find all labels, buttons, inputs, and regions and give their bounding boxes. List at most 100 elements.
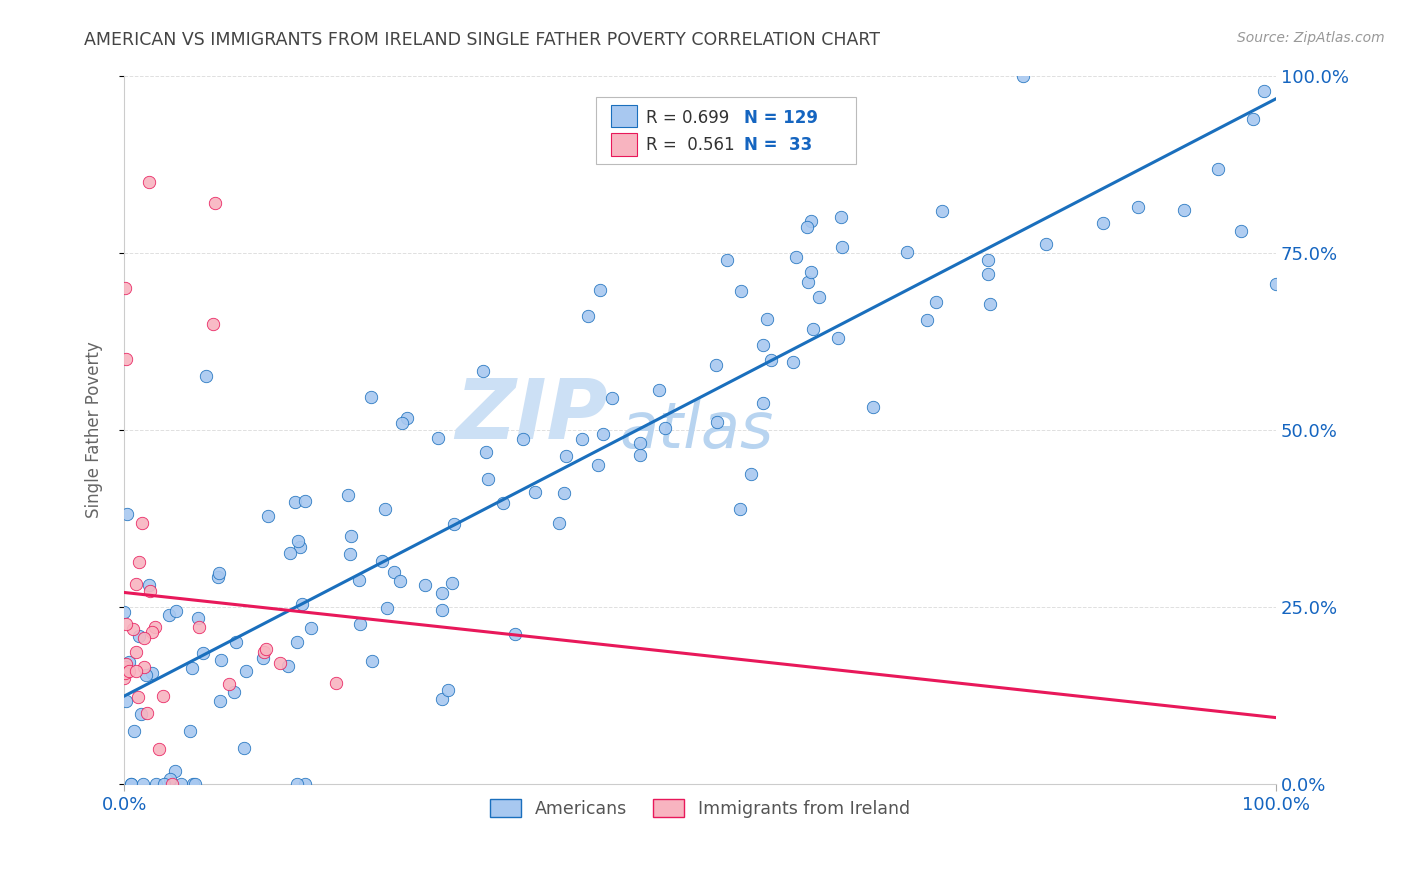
Point bbox=[592, 427, 614, 442]
Point bbox=[209, 653, 232, 667]
Point bbox=[512, 432, 534, 446]
Point bbox=[752, 337, 775, 351]
Point bbox=[115, 507, 138, 521]
Point bbox=[201, 317, 224, 331]
Point bbox=[382, 566, 405, 580]
Point bbox=[430, 691, 453, 706]
Point bbox=[1265, 277, 1288, 291]
Point bbox=[132, 659, 155, 673]
Point bbox=[1011, 69, 1033, 83]
Point bbox=[157, 607, 180, 622]
Point bbox=[208, 566, 231, 580]
Point bbox=[1241, 112, 1264, 126]
Text: atlas: atlas bbox=[620, 399, 773, 461]
Point bbox=[800, 265, 823, 279]
Point bbox=[979, 297, 1001, 311]
Point bbox=[830, 210, 852, 224]
Point bbox=[169, 777, 191, 791]
Point bbox=[395, 410, 418, 425]
Point bbox=[131, 516, 153, 530]
Point bbox=[115, 657, 138, 671]
Point bbox=[375, 600, 398, 615]
Text: N =  33: N = 33 bbox=[744, 136, 813, 154]
Point bbox=[807, 290, 830, 304]
Point bbox=[269, 656, 291, 670]
Point bbox=[138, 175, 160, 189]
Point bbox=[187, 611, 209, 625]
Point bbox=[475, 444, 498, 458]
Point bbox=[294, 777, 316, 791]
Point bbox=[339, 547, 361, 561]
Text: R = 0.699: R = 0.699 bbox=[645, 110, 730, 128]
Point bbox=[340, 529, 363, 543]
Point bbox=[1230, 224, 1253, 238]
Point bbox=[181, 777, 204, 791]
Point bbox=[124, 664, 146, 678]
Text: R =  0.561: R = 0.561 bbox=[645, 136, 734, 154]
Point bbox=[628, 436, 651, 450]
Legend: Americans, Immigrants from Ireland: Americans, Immigrants from Ireland bbox=[482, 792, 917, 825]
Point bbox=[896, 245, 918, 260]
Point bbox=[925, 295, 948, 310]
Text: N = 129: N = 129 bbox=[744, 110, 818, 128]
Point bbox=[253, 644, 276, 658]
Point bbox=[235, 665, 257, 679]
Point bbox=[118, 664, 141, 678]
Point bbox=[782, 355, 804, 369]
Point bbox=[128, 555, 150, 569]
Point bbox=[391, 416, 413, 430]
Point bbox=[492, 496, 515, 510]
Point bbox=[716, 252, 738, 267]
Point bbox=[299, 621, 322, 635]
Point bbox=[389, 574, 412, 588]
Point bbox=[138, 578, 160, 592]
Point bbox=[347, 574, 370, 588]
Point bbox=[124, 645, 146, 659]
Point bbox=[548, 516, 571, 531]
Point bbox=[370, 554, 392, 568]
FancyBboxPatch shape bbox=[596, 96, 855, 164]
Point bbox=[143, 620, 166, 634]
Point bbox=[831, 240, 853, 254]
Point bbox=[195, 369, 218, 384]
Point bbox=[600, 391, 623, 405]
Point bbox=[291, 597, 314, 611]
Point bbox=[132, 777, 155, 791]
Point bbox=[181, 660, 204, 674]
Point bbox=[730, 284, 752, 298]
Point bbox=[112, 672, 135, 686]
Point bbox=[139, 584, 162, 599]
Point bbox=[204, 196, 226, 211]
Point bbox=[114, 281, 136, 295]
Point bbox=[128, 629, 150, 643]
Point bbox=[977, 253, 1000, 268]
Point bbox=[115, 693, 138, 707]
Point bbox=[127, 690, 149, 705]
Point bbox=[977, 267, 1000, 281]
Point bbox=[800, 214, 823, 228]
Point bbox=[152, 690, 174, 704]
Point bbox=[647, 383, 669, 397]
Point bbox=[796, 219, 818, 234]
Point bbox=[136, 706, 159, 721]
Point bbox=[1173, 202, 1195, 217]
Point bbox=[124, 577, 146, 591]
Bar bbox=[612, 133, 637, 156]
Text: Source: ZipAtlas.com: Source: ZipAtlas.com bbox=[1237, 31, 1385, 45]
Point bbox=[361, 654, 384, 668]
Point bbox=[740, 467, 762, 481]
Point bbox=[654, 421, 676, 435]
Point bbox=[471, 364, 494, 378]
Point bbox=[132, 631, 155, 645]
Point bbox=[278, 546, 301, 560]
Point bbox=[135, 668, 157, 682]
Point bbox=[413, 578, 436, 592]
Point bbox=[554, 450, 576, 464]
Point bbox=[704, 359, 727, 373]
Point bbox=[1208, 162, 1230, 177]
Point bbox=[294, 493, 316, 508]
Point bbox=[628, 448, 651, 462]
Point bbox=[129, 706, 152, 721]
Point bbox=[187, 620, 209, 634]
Point bbox=[571, 433, 593, 447]
